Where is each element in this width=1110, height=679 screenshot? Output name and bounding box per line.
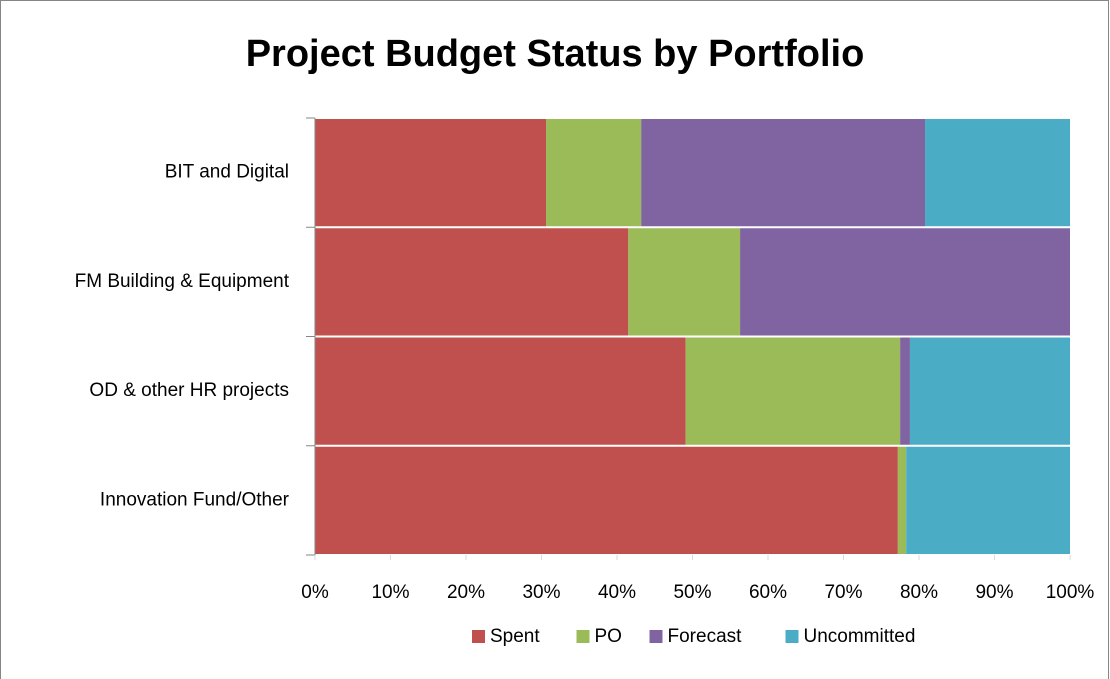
x-tick-label: 60%	[749, 582, 787, 603]
legend-swatch	[576, 630, 590, 643]
bar-segment	[641, 119, 926, 227]
x-tick-label: 20%	[447, 582, 485, 603]
bar-segment	[900, 337, 910, 445]
x-tick-label: 90%	[975, 582, 1013, 603]
bar-segment	[315, 446, 898, 554]
x-tick-label: 30%	[522, 582, 560, 603]
legend-swatch	[649, 630, 663, 643]
x-tick-label: 100%	[1046, 582, 1095, 603]
y-tick-label: Innovation Fund/Other	[100, 489, 290, 510]
x-tick-label: 70%	[824, 582, 862, 603]
bar-segment	[315, 119, 547, 227]
legend-swatch	[472, 630, 485, 643]
y-tick-label: FM Building & Equipment	[75, 271, 290, 292]
bar-segment	[315, 337, 686, 445]
chart-title: Project Budget Status by Portfolio	[246, 33, 865, 75]
bar-segment	[909, 337, 1070, 445]
bar-segment	[546, 119, 642, 227]
y-tick-label: OD & other HR projects	[89, 380, 289, 401]
bar-segment	[906, 446, 1070, 554]
bar-segment	[315, 228, 629, 336]
bar-segment	[925, 119, 1070, 227]
bar-segment	[685, 337, 901, 445]
legend-label: Spent	[490, 626, 540, 647]
x-tick-label: 40%	[598, 582, 636, 603]
bar-segment	[628, 228, 741, 336]
x-tick-label: 10%	[371, 582, 409, 603]
bar-segment	[897, 446, 907, 554]
legend-label: Forecast	[668, 626, 743, 647]
x-tick-label: 0%	[301, 582, 329, 603]
x-tick-label: 50%	[673, 582, 711, 603]
legend-label: Uncommitted	[804, 626, 916, 647]
legend-swatch	[785, 630, 799, 643]
y-tick-label: BIT and Digital	[165, 162, 289, 183]
bar-segment	[740, 228, 1070, 336]
x-tick-label: 80%	[900, 582, 938, 603]
legend-label: PO	[595, 626, 622, 647]
